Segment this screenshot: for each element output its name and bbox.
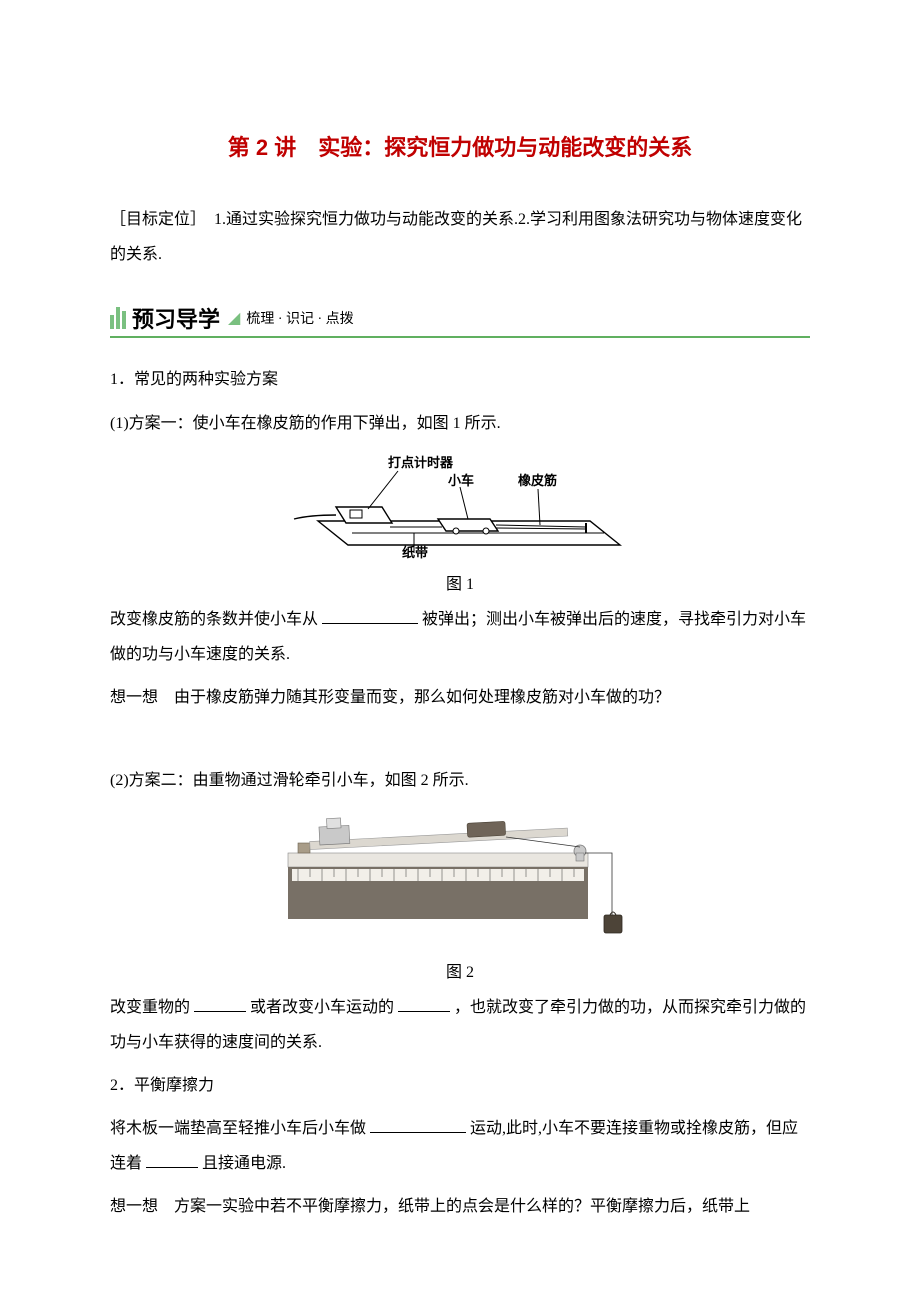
s2-a: 将木板一端垫高至轻推小车后小车做 <box>110 1120 366 1137</box>
plan2-b: 或者改变小车运动的 <box>250 999 394 1016</box>
diagram-2 <box>110 807 810 952</box>
plan1-fill: 改变橡皮筋的条数并使小车从 被弹出；测出小车被弹出后的速度，寻找牵引力对小车做的… <box>110 602 810 672</box>
blank-5[interactable] <box>146 1152 198 1168</box>
section2-fill: 将木板一端垫高至轻推小车后小车做 运动,此时,小车不要连接重物或拴橡皮筋，但应连… <box>110 1111 810 1181</box>
think-2: 想一想 方案一实验中若不平衡摩擦力，纸带上的点会是什么样的？平衡摩擦力后，纸带上 <box>110 1189 810 1224</box>
blank-3[interactable] <box>398 996 450 1012</box>
svg-text:橡皮筋: 橡皮筋 <box>518 473 557 488</box>
banner-title: 预习导学 <box>132 302 220 334</box>
blank-1[interactable] <box>322 608 418 624</box>
banner-bars-icon <box>110 307 126 329</box>
s2-c: 且接通电源. <box>202 1155 286 1172</box>
plan2-a: 改变重物的 <box>110 999 190 1016</box>
think-1: 想一想 由于橡皮筋弹力随其形变量而变，那么如何处理橡皮筋对小车做的功？ <box>110 680 810 715</box>
title-text: 第 2 讲 实验：探究恒力做功与动能改变的关系 <box>228 135 692 160</box>
section2-heading: 2．平衡摩擦力 <box>110 1068 810 1103</box>
diagram-1-caption: 图 1 <box>110 570 810 594</box>
banner-subtitle: 梳理 · 识记 · 点拨 <box>246 308 353 328</box>
svg-text:小车: 小车 <box>448 473 474 488</box>
page-title: 第 2 讲 实验：探究恒力做功与动能改变的关系 <box>110 130 810 162</box>
blank-2[interactable] <box>194 996 246 1012</box>
plan1-intro: (1)方案一：使小车在橡皮筋的作用下弹出，如图 1 所示. <box>110 406 810 441</box>
spacer <box>110 723 810 763</box>
diagram-2-caption: 图 2 <box>110 958 810 982</box>
diagram-2-svg <box>280 807 640 947</box>
section1-heading: 1．常见的两种实验方案 <box>110 362 810 397</box>
svg-text:纸带: 纸带 <box>402 545 428 559</box>
diagram-1-svg: 打点计时器 小车 橡皮筋 纸带 <box>290 449 630 559</box>
diagram-1: 打点计时器 小车 橡皮筋 纸带 <box>110 449 810 564</box>
svg-text:打点计时器: 打点计时器 <box>388 455 454 470</box>
plan2-fill: 改变重物的 或者改变小车运动的 ，也就改变了牵引力做的功，从而探究牵引力做的功与… <box>110 990 810 1060</box>
objective-para: ［目标定位］ 1.通过实验探究恒力做功与动能改变的关系.2.学习利用图象法研究功… <box>110 202 810 272</box>
plan2-intro: (2)方案二：由重物通过滑轮牵引小车，如图 2 所示. <box>110 763 810 798</box>
banner-arrow-icon: ◢ <box>228 308 240 328</box>
blank-4[interactable] <box>370 1117 466 1133</box>
plan1-a: 改变橡皮筋的条数并使小车从 <box>110 611 318 628</box>
preview-banner: 预习导学 ◢ 梳理 · 识记 · 点拨 <box>110 302 810 338</box>
